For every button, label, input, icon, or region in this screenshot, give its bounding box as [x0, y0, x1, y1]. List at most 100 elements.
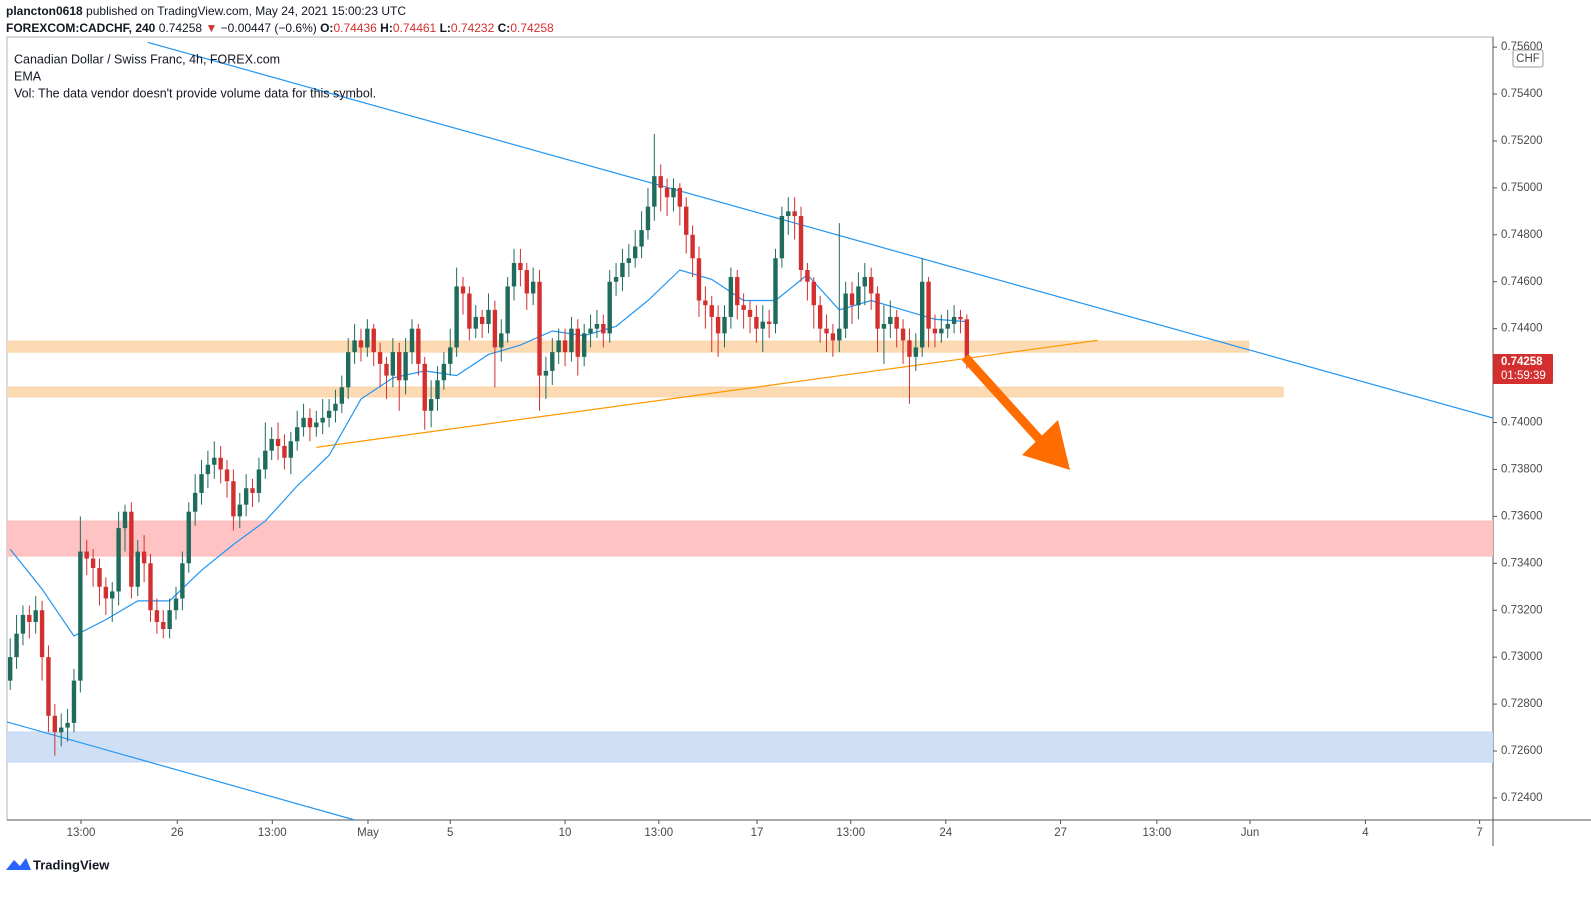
candle-body: [766, 321, 772, 324]
candle-body: [964, 319, 970, 362]
candle-body: [754, 316, 759, 329]
y-tick-label: 0.75000: [1501, 182, 1543, 194]
axes: 0.72400 0.72600 0.72800 0.73000 0.73200 0.734…: [67, 41, 1553, 839]
candle-body: [135, 551, 140, 587]
candle-body: [116, 528, 121, 592]
candle-body: [913, 347, 919, 357]
candle-body: [894, 316, 899, 329]
candle-body: [78, 551, 83, 681]
candle-body: [269, 438, 274, 451]
logo: [6, 858, 31, 870]
candle-body: [499, 333, 504, 348]
candle-body: [129, 511, 134, 587]
candle-body: [409, 328, 415, 353]
x-tick-label: 13:00: [836, 827, 865, 839]
candle-body: [773, 258, 778, 324]
candle-body: [518, 262, 523, 270]
arrow-shaft: [961, 353, 1044, 444]
candle-body: [811, 281, 816, 306]
candle-body: [422, 363, 427, 411]
candle-body: [550, 352, 555, 371]
candle-body: [384, 363, 389, 376]
x-tick-label: 4: [1362, 827, 1369, 839]
candle-body: [907, 340, 912, 357]
y-tick-label: 0.73400: [1501, 557, 1543, 569]
candle-body: [358, 340, 364, 348]
candle-body: [633, 246, 638, 259]
candle-body: [543, 370, 549, 376]
candle-body: [173, 598, 179, 611]
candle-body: [390, 352, 396, 376]
candle-body: [837, 328, 842, 341]
candle-body: [594, 323, 600, 329]
zone: [7, 340, 1250, 353]
candle-body: [397, 352, 402, 381]
candle-body: [110, 591, 115, 599]
candle-body: [65, 722, 70, 728]
candle-body: [862, 277, 867, 287]
candle-body: [205, 464, 211, 475]
last: 0.74258: [158, 21, 203, 35]
trend-line: [147, 41, 1493, 419]
candle-body: [7, 657, 13, 681]
candle-body: [505, 286, 510, 334]
candle-body: [52, 715, 58, 733]
close: 0.74258: [510, 21, 554, 35]
candle-body: [932, 328, 938, 334]
candle-body: [467, 293, 472, 329]
candle-body: [556, 340, 561, 353]
candle-body: [658, 176, 663, 188]
candle-body: [428, 399, 434, 411]
currency-box: [1512, 49, 1544, 68]
candle-body: [696, 258, 702, 301]
high: 0.74461: [392, 21, 437, 35]
x-tick-label: 13:00: [67, 827, 96, 839]
candle-body: [320, 417, 325, 423]
candle-body: [601, 323, 606, 334]
candle-body: [314, 422, 319, 428]
y-tick-label: 0.72400: [1501, 792, 1543, 804]
candle-body: [122, 511, 128, 529]
y-tick-label: 0.74000: [1501, 417, 1543, 429]
y-tick-label: 0.73800: [1501, 463, 1543, 475]
candle-body: [843, 293, 848, 329]
x-tick-label: 26: [171, 827, 184, 839]
legend-ema: EMA: [14, 69, 42, 83]
candle-body: [231, 481, 236, 517]
candle-body: [294, 427, 300, 442]
candle-body: [805, 269, 810, 282]
candle-body: [301, 417, 306, 428]
candle-body: [868, 277, 874, 294]
candle-body: [307, 417, 313, 428]
candle-body: [817, 305, 823, 329]
candle-body: [454, 286, 459, 348]
candle-body: [250, 488, 255, 493]
candle-body: [33, 610, 38, 622]
candle-body: [530, 281, 536, 294]
candle-body: [148, 563, 153, 611]
candle-body: [715, 316, 721, 334]
candle-body: [537, 281, 542, 376]
x-tick-label: May: [357, 827, 379, 839]
candle-body: [282, 445, 287, 458]
candle-body: [607, 281, 612, 334]
candle-body: [154, 610, 160, 622]
candle-body: [333, 403, 338, 411]
symbol: FOREXCOM:CADCHF, 240: [6, 21, 156, 35]
plot: [7, 41, 1493, 820]
candle-body: [167, 610, 172, 630]
footer: TradingView: [33, 857, 110, 872]
countdown: 01:59:39: [1501, 370, 1546, 382]
zone: [7, 520, 1493, 557]
candle-body: [486, 309, 491, 324]
y-tick-label: 0.73000: [1501, 651, 1543, 663]
candle-body: [569, 328, 574, 353]
candle-body: [919, 281, 925, 348]
candle-body: [735, 277, 740, 306]
candle-body: [441, 363, 447, 381]
x-tick-label: 27: [1054, 827, 1067, 839]
x-tick-label: 10: [559, 827, 572, 839]
arrow-head: [1022, 420, 1070, 470]
candle-body: [760, 321, 765, 329]
